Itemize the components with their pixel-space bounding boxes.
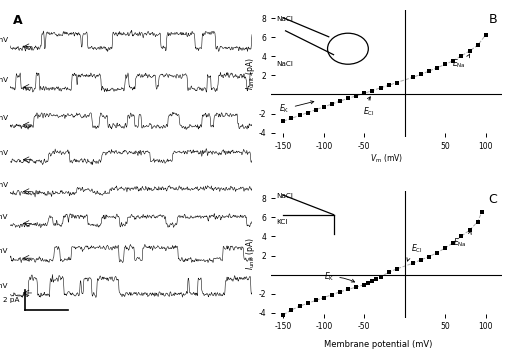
Point [312, 107, 320, 112]
Point [336, 98, 344, 104]
Text: $E_\mathrm{Cl}$: $E_\mathrm{Cl}$ [407, 243, 423, 261]
Point [417, 72, 425, 77]
Y-axis label: $I_\mathrm{unit}$ (pA): $I_\mathrm{unit}$ (pA) [244, 238, 258, 270]
Point [279, 118, 287, 124]
Y-axis label: $I_\mathrm{unit}$ (pA): $I_\mathrm{unit}$ (pA) [244, 58, 258, 90]
Text: -3 mV: -3 mV [0, 214, 8, 220]
Point [441, 61, 449, 67]
Point [465, 228, 474, 233]
Point [457, 233, 465, 239]
Text: -78 mV: -78 mV [0, 37, 8, 43]
Point [474, 219, 482, 224]
Text: C: C [489, 193, 497, 206]
Point [377, 85, 385, 90]
Text: $E_\mathrm{Cl}$: $E_\mathrm{Cl}$ [363, 97, 374, 118]
Point [320, 295, 328, 300]
Point [369, 88, 377, 94]
Point [392, 80, 401, 85]
Point [287, 116, 296, 121]
Point [457, 53, 465, 59]
Point [328, 101, 336, 107]
Point [320, 104, 328, 110]
Point [441, 245, 449, 251]
Text: 2 pA: 2 pA [4, 297, 20, 303]
Point [296, 113, 304, 118]
Point [304, 300, 312, 306]
Point [425, 68, 433, 74]
Point [385, 269, 393, 275]
Text: 27 mV: 27 mV [0, 283, 8, 289]
Point [344, 96, 352, 101]
Point [328, 292, 336, 297]
Point [449, 58, 457, 64]
Point [409, 260, 417, 266]
Point [365, 280, 373, 285]
Point [352, 93, 360, 99]
Point [360, 282, 369, 288]
Text: -63 mV: -63 mV [0, 77, 8, 83]
Point [287, 307, 296, 313]
Text: A: A [13, 14, 22, 27]
Point [369, 278, 377, 284]
Point [279, 312, 287, 318]
Point [296, 303, 304, 309]
Text: B: B [489, 13, 497, 26]
Text: $E_\mathrm{K}$: $E_\mathrm{K}$ [279, 101, 314, 115]
Text: $E_\mathrm{Na}$: $E_\mathrm{Na}$ [452, 54, 470, 70]
Point [465, 48, 474, 54]
Text: $E_\mathrm{Na}$: $E_\mathrm{Na}$ [453, 231, 471, 248]
Point [392, 266, 401, 272]
Text: Membrane potential (mV): Membrane potential (mV) [323, 340, 432, 349]
Text: -33 mV: -33 mV [0, 150, 8, 156]
Point [385, 83, 393, 88]
Point [409, 74, 417, 80]
Point [352, 284, 360, 290]
Point [344, 287, 352, 292]
Point [417, 257, 425, 263]
Text: $E_\mathrm{K}$: $E_\mathrm{K}$ [324, 271, 354, 283]
X-axis label: $V_\mathrm{m}$ (mV): $V_\mathrm{m}$ (mV) [370, 153, 403, 165]
Point [449, 240, 457, 245]
Point [482, 32, 490, 38]
Point [478, 209, 486, 215]
Point [360, 90, 369, 96]
Point [304, 110, 312, 116]
Text: -48 mV: -48 mV [0, 115, 8, 121]
Point [377, 274, 385, 280]
Point [312, 298, 320, 303]
Text: 12 mV: 12 mV [0, 248, 8, 254]
Text: -18 mV: -18 mV [0, 182, 8, 188]
Point [433, 250, 441, 255]
Point [425, 254, 433, 259]
Point [373, 276, 381, 282]
Point [336, 289, 344, 295]
Point [433, 65, 441, 70]
Point [474, 43, 482, 48]
